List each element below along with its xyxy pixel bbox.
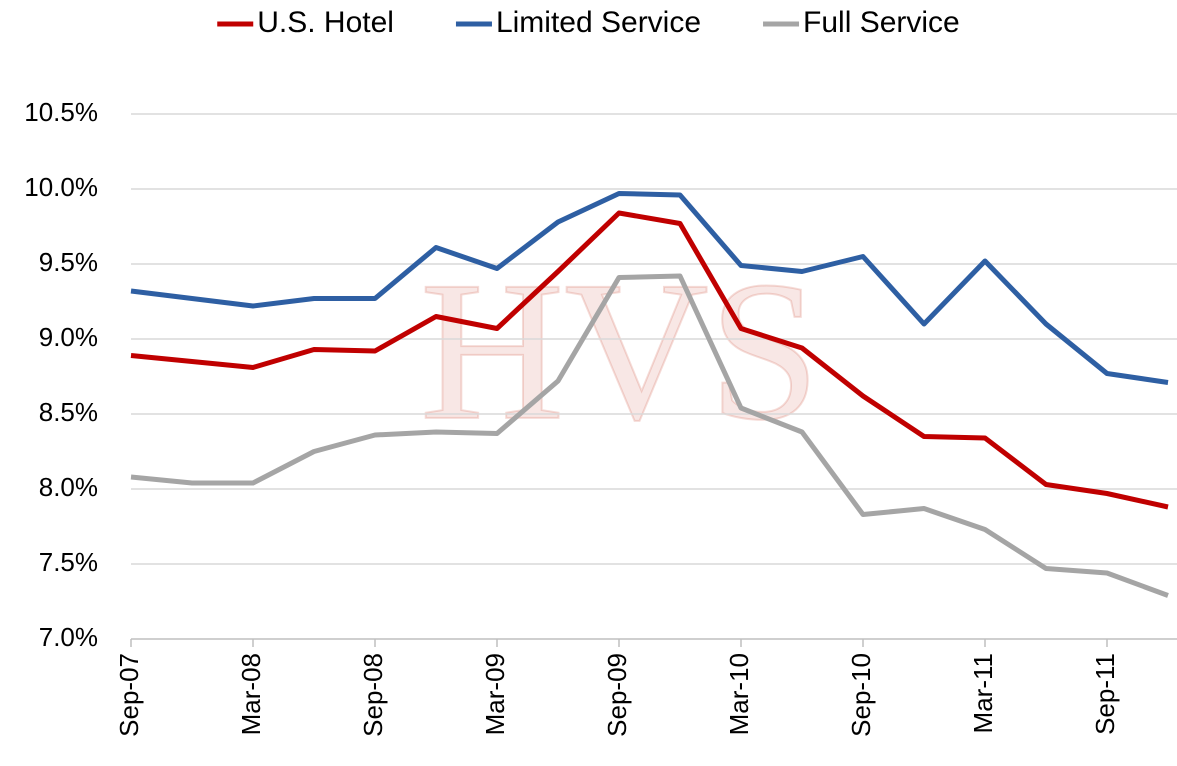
series-line xyxy=(130,191,1169,385)
y-tick-label: 9.5% xyxy=(39,247,98,277)
legend-label: U.S. Hotel xyxy=(257,6,394,39)
x-tick-label: Sep-07 xyxy=(114,653,144,737)
x-tick-label: Sep-11 xyxy=(1090,653,1120,735)
y-tick-label: 10.5% xyxy=(24,97,98,127)
y-tick-label: 9.0% xyxy=(39,322,98,352)
legend-label: Full Service xyxy=(803,6,960,39)
x-tick-label: Mar-08 xyxy=(236,653,266,735)
y-tick-label: 10.0% xyxy=(24,172,98,202)
x-tick-label: Mar-11 xyxy=(968,653,998,733)
series-line xyxy=(130,210,1169,510)
y-tick-label: 8.5% xyxy=(39,397,98,427)
y-tick-label: 7.0% xyxy=(39,622,98,652)
y-tick-label: 7.5% xyxy=(39,547,98,577)
x-tick-label: Sep-08 xyxy=(358,653,388,737)
y-tick-label: 8.0% xyxy=(39,472,98,502)
legend-label: Limited Service xyxy=(496,6,701,39)
series-line xyxy=(130,273,1169,598)
x-tick-label: Mar-10 xyxy=(724,653,754,735)
x-tick-label: Sep-09 xyxy=(602,653,632,737)
watermark: HVS xyxy=(420,241,820,462)
x-tick-label: Sep-10 xyxy=(846,653,876,737)
x-tick-label: Mar-09 xyxy=(480,653,510,735)
